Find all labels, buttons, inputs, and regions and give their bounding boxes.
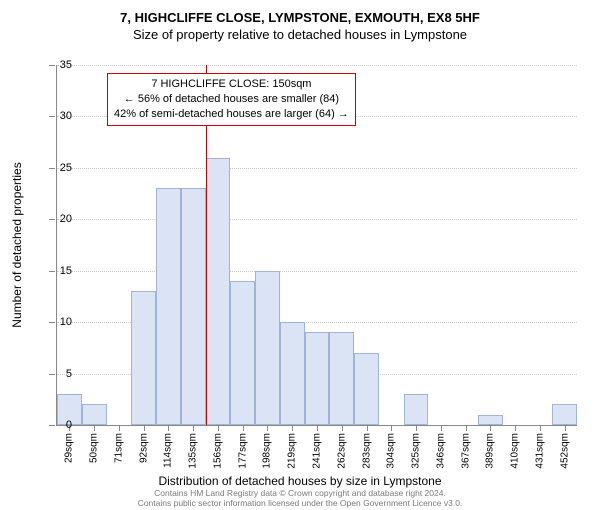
x-tick (292, 425, 293, 431)
x-tick (416, 425, 417, 431)
x-tick (565, 425, 566, 431)
x-tick (441, 425, 442, 431)
y-tick-label: 25 (48, 162, 72, 174)
y-tick-label: 15 (48, 265, 72, 277)
x-tick (218, 425, 219, 431)
plot-area: 7 HIGHCLIFFE CLOSE: 150sqm ← 56% of deta… (56, 65, 577, 426)
x-tick-label: 177sqm (237, 433, 248, 469)
y-tick-label: 0 (48, 419, 72, 431)
histogram-bar (329, 332, 354, 425)
x-tick-label: 325sqm (411, 433, 422, 469)
chart-title: 7, HIGHCLIFFE CLOSE, LYMPSTONE, EXMOUTH,… (0, 10, 600, 25)
x-tick (193, 425, 194, 431)
x-tick-label: 262sqm (336, 433, 347, 469)
x-tick-label: 283sqm (361, 433, 372, 469)
y-tick-label: 35 (48, 59, 72, 71)
x-tick (342, 425, 343, 431)
footer-line-2: Contains public sector information licen… (0, 498, 600, 508)
histogram-bar (230, 281, 255, 425)
x-tick-label: 346sqm (435, 433, 446, 469)
gridline (57, 219, 577, 220)
x-tick-label: 198sqm (262, 433, 273, 469)
histogram-bar (131, 291, 156, 425)
y-axis-label: Number of detached properties (10, 162, 24, 327)
annotation-line-2: ← 56% of detached houses are smaller (84… (114, 92, 349, 107)
histogram-bar (478, 415, 503, 425)
x-tick-label: 241sqm (312, 433, 323, 469)
histogram-bar (354, 353, 379, 425)
x-tick (515, 425, 516, 431)
annotation-line-3: 42% of semi-detached houses are larger (… (114, 107, 349, 122)
x-tick (144, 425, 145, 431)
histogram-bar (305, 332, 330, 425)
chart-container: 7, HIGHCLIFFE CLOSE, LYMPSTONE, EXMOUTH,… (0, 10, 600, 510)
y-tick-label: 5 (48, 368, 72, 380)
y-tick-label: 30 (48, 110, 72, 122)
histogram-bar (552, 404, 577, 425)
x-tick-label: 431sqm (534, 433, 545, 469)
x-tick (466, 425, 467, 431)
gridline (57, 65, 577, 66)
x-tick (94, 425, 95, 431)
x-tick-label: 452sqm (559, 433, 570, 469)
histogram-bar (404, 394, 429, 425)
annotation-box: 7 HIGHCLIFFE CLOSE: 150sqm ← 56% of deta… (107, 73, 356, 126)
x-tick-label: 389sqm (485, 433, 496, 469)
x-tick-label: 71sqm (113, 433, 124, 463)
x-tick-label: 410sqm (510, 433, 521, 469)
x-tick-label: 367sqm (460, 433, 471, 469)
x-tick-label: 135sqm (188, 433, 199, 469)
histogram-bar (255, 271, 280, 425)
footer-attribution: Contains HM Land Registry data © Crown c… (0, 488, 600, 508)
x-tick-label: 92sqm (138, 433, 149, 463)
x-tick (317, 425, 318, 431)
histogram-bar (82, 404, 107, 425)
x-tick (367, 425, 368, 431)
x-tick (391, 425, 392, 431)
y-tick-label: 20 (48, 213, 72, 225)
histogram-bar (156, 188, 181, 425)
x-tick-label: 50sqm (89, 433, 100, 463)
x-tick (119, 425, 120, 431)
chart-subtitle: Size of property relative to detached ho… (0, 27, 600, 42)
x-tick-label: 114sqm (163, 433, 174, 468)
x-tick-label: 156sqm (212, 433, 223, 469)
histogram-bar (206, 158, 231, 425)
x-tick (490, 425, 491, 431)
histogram-bar (181, 188, 206, 425)
gridline (57, 271, 577, 272)
x-tick (243, 425, 244, 431)
gridline (57, 168, 577, 169)
x-tick (267, 425, 268, 431)
footer-line-1: Contains HM Land Registry data © Crown c… (0, 488, 600, 498)
x-tick-label: 219sqm (287, 433, 298, 469)
x-tick (168, 425, 169, 431)
x-tick-label: 29sqm (64, 433, 75, 463)
x-tick (540, 425, 541, 431)
x-axis-label: Distribution of detached houses by size … (0, 474, 600, 488)
annotation-line-1: 7 HIGHCLIFFE CLOSE: 150sqm (114, 77, 349, 92)
y-tick-label: 10 (48, 316, 72, 328)
x-tick-label: 304sqm (386, 433, 397, 469)
histogram-bar (280, 322, 305, 425)
